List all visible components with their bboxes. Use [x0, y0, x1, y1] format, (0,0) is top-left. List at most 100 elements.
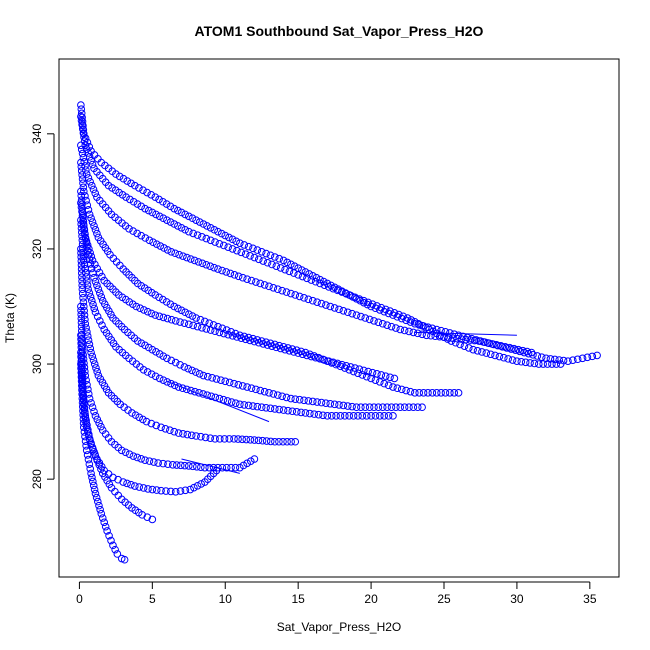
- data-point: [297, 408, 305, 417]
- data-point: [370, 403, 378, 412]
- data-point: [94, 285, 103, 294]
- data-point: [176, 318, 184, 326]
- data-point: [159, 376, 168, 384]
- data-point: [135, 483, 144, 491]
- x-tick-label: 30: [510, 592, 524, 606]
- data-point: [82, 273, 91, 281]
- data-point: [271, 253, 279, 261]
- data-point: [383, 321, 391, 329]
- data-point: [174, 429, 183, 437]
- data-point: [380, 412, 389, 420]
- data-point: [98, 514, 107, 522]
- data-point: [103, 527, 111, 535]
- data-point: [403, 314, 412, 322]
- data-point: [405, 327, 413, 336]
- data-point: [303, 351, 311, 360]
- data-point: [374, 403, 383, 412]
- data-point: [351, 293, 359, 302]
- data-point: [390, 309, 399, 317]
- data-point: [129, 197, 138, 206]
- data-point: [329, 284, 337, 293]
- data-point: [373, 302, 381, 310]
- data-point: [303, 274, 311, 283]
- data-point: [225, 233, 233, 242]
- data-point: [139, 366, 148, 374]
- data-point: [228, 235, 237, 244]
- data-point: [133, 337, 142, 345]
- data-point: [144, 485, 152, 493]
- data-point: [262, 403, 270, 412]
- data-point: [539, 360, 547, 368]
- data-point: [329, 358, 337, 367]
- data-point: [84, 174, 93, 182]
- data-point: [171, 358, 180, 367]
- data-point: [95, 460, 103, 469]
- data-point: [462, 335, 470, 344]
- data-point: [225, 378, 234, 387]
- data-point: [179, 252, 187, 260]
- data-point: [513, 357, 521, 365]
- data-point: [174, 222, 182, 230]
- data-point: [396, 403, 405, 412]
- data-point: [77, 310, 85, 319]
- data-point: [140, 306, 148, 314]
- data-point: [188, 312, 197, 320]
- data-point: [159, 459, 167, 468]
- data-point: [278, 392, 286, 401]
- data-point: [77, 145, 86, 154]
- data-point: [273, 391, 282, 399]
- data-point: [211, 393, 220, 402]
- data-point: [253, 402, 262, 411]
- data-point: [429, 327, 437, 336]
- data-point: [322, 301, 330, 309]
- data-point: [234, 272, 243, 281]
- data-point: [84, 430, 93, 439]
- data-point: [217, 376, 225, 384]
- data-point: [265, 282, 273, 291]
- data-point: [279, 437, 287, 446]
- data-point: [148, 485, 157, 494]
- data-point: [84, 425, 92, 434]
- data-point: [166, 426, 174, 435]
- data-point: [215, 328, 224, 337]
- data-point: [149, 458, 158, 466]
- data-point: [284, 406, 292, 415]
- data-point: [187, 431, 196, 440]
- data-point: [197, 432, 205, 441]
- data-point: [172, 461, 181, 469]
- data-point: [141, 456, 149, 464]
- data-point: [78, 383, 87, 391]
- x-tick-label: 0: [76, 592, 83, 606]
- data-point: [411, 318, 419, 326]
- data-point: [78, 120, 86, 129]
- data-point: [265, 389, 273, 397]
- data-point: [201, 433, 210, 442]
- data-point: [483, 339, 492, 347]
- data-point: [80, 224, 88, 233]
- data-point: [424, 389, 432, 397]
- data-point: [230, 271, 239, 279]
- x-tick-label: 10: [219, 592, 233, 606]
- data-point: [316, 275, 324, 284]
- data-point: [422, 331, 431, 340]
- data-point: [77, 361, 86, 370]
- data-point: [224, 243, 232, 252]
- y-tick-label: 340: [30, 123, 44, 143]
- data-point: [269, 390, 278, 398]
- data-point: [93, 264, 102, 273]
- data-point: [272, 262, 281, 271]
- data-point: [119, 174, 128, 183]
- data-point: [348, 309, 356, 318]
- data-point: [338, 288, 346, 296]
- data-point: [330, 304, 339, 312]
- data-point: [100, 518, 109, 527]
- data-point: [85, 340, 94, 349]
- data-point: [176, 487, 185, 495]
- data-point: [77, 343, 86, 352]
- data-point: [163, 216, 171, 224]
- data-point: [88, 160, 97, 169]
- data-point: [193, 231, 202, 239]
- data-point: [78, 212, 87, 220]
- data-point: [361, 314, 370, 322]
- data-point: [313, 298, 321, 306]
